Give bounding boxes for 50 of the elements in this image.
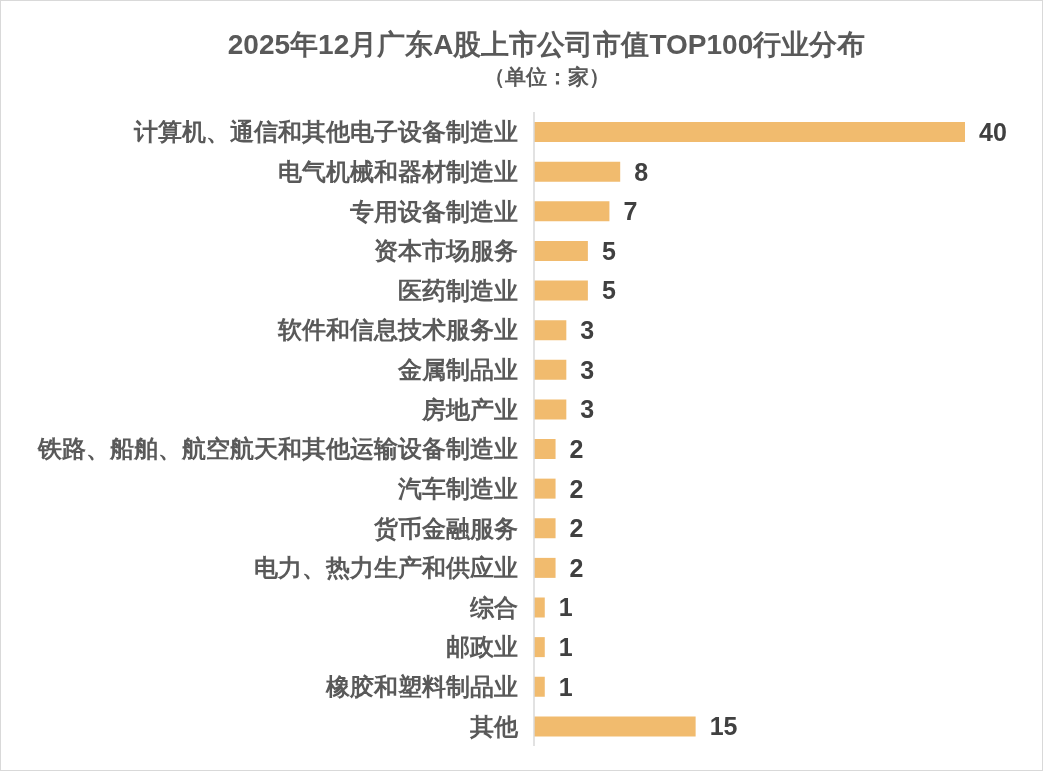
bar [534, 478, 556, 499]
data-label: 1 [558, 633, 573, 661]
bar [534, 161, 621, 182]
y-tick-label: 铁路、船舶、航空航天和其他运输设备制造业 [37, 435, 518, 463]
data-label: 1 [558, 593, 573, 622]
y-tick-label: 软件和信息技术服务业 [277, 316, 518, 344]
y-tick-label: 专用设备制造业 [349, 197, 518, 225]
y-tick-label: 计算机、通信和其他电子设备制造业 [133, 118, 518, 146]
bar [534, 597, 545, 618]
y-tick-label: 邮政业 [446, 633, 518, 661]
y-tick-label: 货币金融服务 [373, 514, 518, 542]
bar [534, 359, 567, 380]
bar [534, 676, 545, 697]
y-tick-label: 电力、热力生产和供应业 [254, 554, 518, 582]
data-label: 2 [569, 474, 584, 503]
bar [534, 518, 556, 539]
y-tick-label: 综合 [469, 593, 518, 621]
chart-title: 2025年12月广东A股上市公司市值TOP100行业分布 [226, 28, 867, 62]
y-tick-label: 金属制品业 [397, 356, 518, 384]
y-tick-label: 医药制造业 [398, 276, 518, 304]
bar [534, 399, 567, 420]
chart-subtitle: （单位：家） [482, 64, 611, 90]
y-tick-label: 其他 [469, 712, 519, 740]
y-tick-label: 电气机械和器材制造业 [278, 157, 518, 185]
y-tick-label: 橡胶和塑料制品业 [325, 673, 518, 701]
y-tick-label: 汽车制造业 [397, 474, 518, 502]
data-label: 5 [601, 236, 616, 265]
data-label: 2 [569, 434, 584, 463]
bar [534, 439, 556, 459]
data-label: 3 [580, 395, 595, 424]
data-label: 5 [601, 276, 616, 305]
data-label: 3 [580, 316, 595, 344]
data-label: 2 [569, 553, 584, 582]
bar [534, 280, 588, 301]
bar [534, 320, 567, 341]
bar [534, 122, 965, 142]
data-label: 1 [558, 672, 573, 701]
data-label: 8 [634, 157, 649, 186]
data-label: 40 [979, 117, 1007, 146]
bar [534, 240, 588, 261]
bar [534, 557, 556, 578]
bar [534, 201, 610, 222]
bar [534, 637, 545, 658]
data-label: 2 [569, 514, 584, 543]
data-label: 7 [623, 197, 638, 226]
y-tick-label: 房地产业 [421, 395, 518, 423]
data-label: 3 [580, 355, 595, 384]
bar [534, 716, 696, 737]
data-label: 15 [709, 712, 738, 741]
y-tick-label: 资本市场服务 [374, 237, 518, 265]
